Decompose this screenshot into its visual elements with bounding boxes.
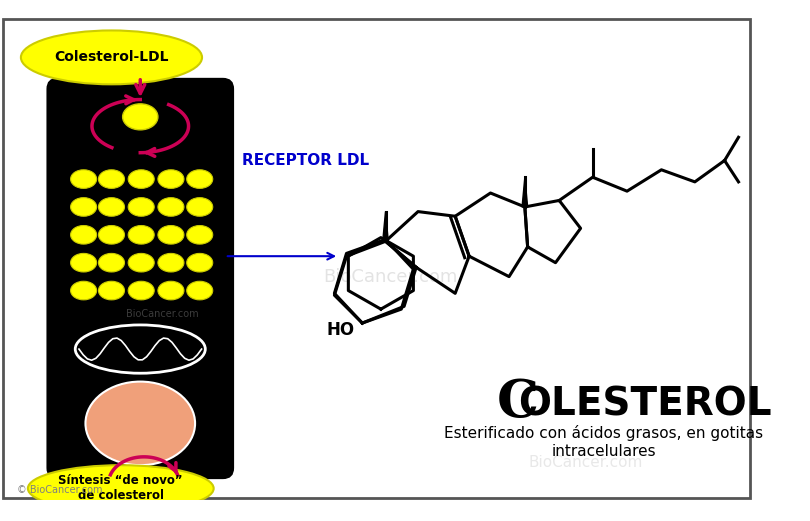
Polygon shape	[522, 177, 527, 207]
Text: C: C	[497, 377, 539, 428]
Ellipse shape	[99, 281, 125, 300]
Ellipse shape	[99, 253, 125, 272]
Ellipse shape	[122, 104, 158, 130]
Ellipse shape	[187, 253, 213, 272]
Text: BioCancer.com: BioCancer.com	[323, 268, 458, 286]
Ellipse shape	[128, 197, 154, 216]
Ellipse shape	[99, 226, 125, 244]
FancyBboxPatch shape	[46, 78, 234, 479]
Ellipse shape	[86, 381, 195, 465]
Ellipse shape	[187, 197, 213, 216]
Ellipse shape	[158, 197, 184, 216]
Ellipse shape	[28, 465, 214, 512]
Ellipse shape	[158, 253, 184, 272]
Text: RECEPTOR LDL: RECEPTOR LDL	[241, 153, 369, 168]
Ellipse shape	[128, 226, 154, 244]
Text: Síntesis “de novo”
de colesterol: Síntesis “de novo” de colesterol	[58, 475, 183, 502]
Text: Esterificado con ácidos grasos, en gotitas
intracelulares: Esterificado con ácidos grasos, en gotit…	[444, 425, 763, 458]
Polygon shape	[382, 212, 388, 241]
Ellipse shape	[70, 253, 96, 272]
Ellipse shape	[187, 170, 213, 189]
Text: BioCancer.com: BioCancer.com	[528, 455, 642, 470]
Ellipse shape	[21, 30, 202, 84]
Ellipse shape	[70, 226, 96, 244]
Text: © BioCancer.com: © BioCancer.com	[17, 485, 102, 495]
Ellipse shape	[158, 226, 184, 244]
Ellipse shape	[187, 281, 213, 300]
Text: OLESTEROL: OLESTEROL	[518, 386, 772, 424]
Ellipse shape	[158, 281, 184, 300]
Text: BioCancer.com: BioCancer.com	[126, 309, 199, 319]
Ellipse shape	[128, 253, 154, 272]
Text: HO: HO	[326, 321, 355, 340]
Ellipse shape	[70, 197, 96, 216]
Ellipse shape	[70, 170, 96, 189]
Ellipse shape	[128, 170, 154, 189]
Ellipse shape	[128, 281, 154, 300]
Ellipse shape	[99, 197, 125, 216]
Ellipse shape	[99, 170, 125, 189]
Ellipse shape	[70, 281, 96, 300]
Text: Colesterol-LDL: Colesterol-LDL	[54, 51, 168, 65]
Ellipse shape	[158, 170, 184, 189]
Ellipse shape	[187, 226, 213, 244]
